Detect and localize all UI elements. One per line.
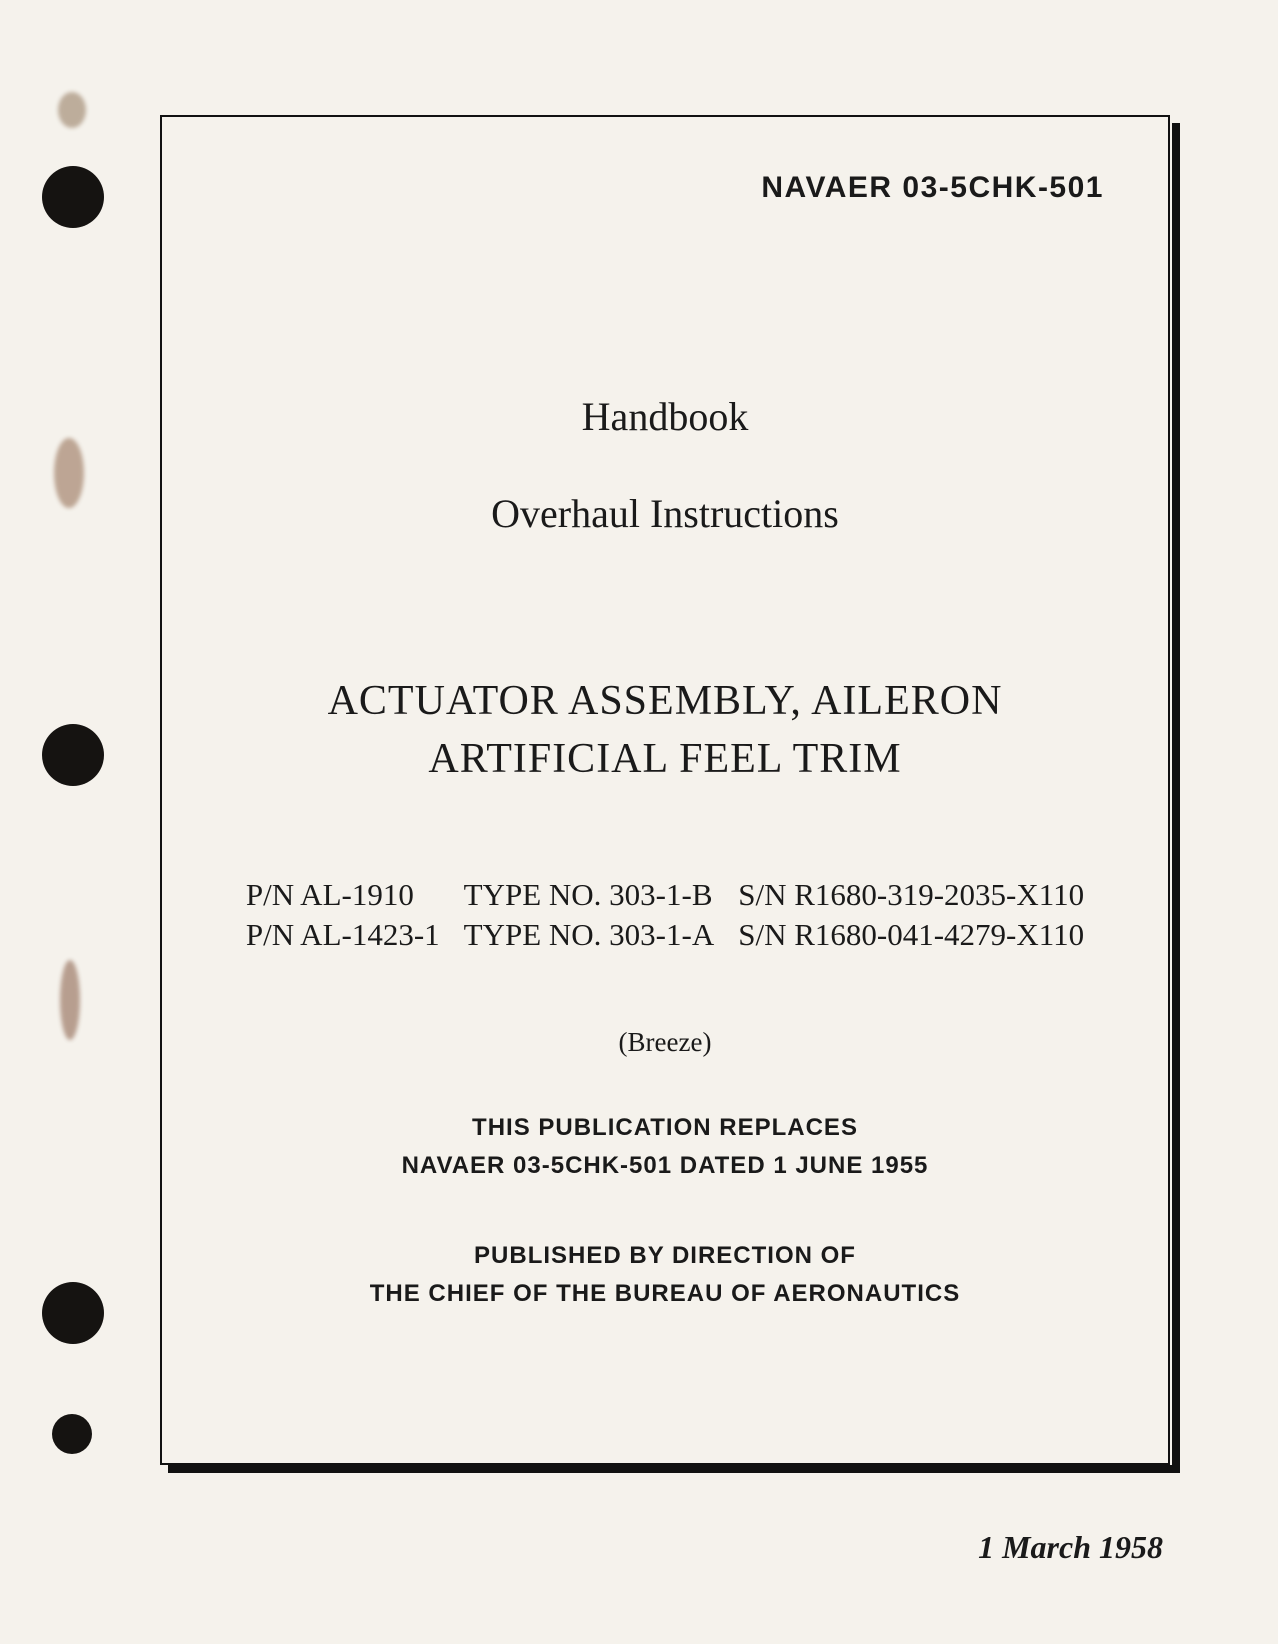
serial-number-cell: S/N R1680-319-2035-X110: [726, 875, 1096, 915]
main-title-line2: ARTIFICIAL FEEL TRIM: [218, 735, 1112, 783]
overhaul-instructions-label: Overhaul Instructions: [218, 490, 1112, 537]
parts-table: P/N AL-1910 TYPE NO. 303-1-B S/N R1680-3…: [234, 875, 1096, 955]
table-row: P/N AL-1423-1 TYPE NO. 303-1-A S/N R1680…: [234, 915, 1096, 955]
parts-block: P/N AL-1910 TYPE NO. 303-1-B S/N R1680-3…: [218, 875, 1112, 955]
title-frame-shadow-bottom: [168, 1465, 1180, 1473]
page: NAVAER 03-5CHK-501 Handbook Overhaul Ins…: [0, 0, 1278, 1644]
rust-smudge-icon: [60, 960, 80, 1040]
punch-hole-icon: [52, 1414, 92, 1454]
document-number: NAVAER 03-5CHK-501: [218, 171, 1112, 205]
punch-hole-icon: [42, 1282, 104, 1344]
published-line1: PUBLISHED BY DIRECTION OF: [218, 1242, 1112, 1270]
punch-hole-icon: [42, 724, 104, 786]
handbook-label: Handbook: [218, 393, 1112, 440]
serial-number-cell: S/N R1680-041-4279-X110: [726, 915, 1096, 955]
type-number-cell: TYPE NO. 303-1-A: [452, 915, 727, 955]
table-row: P/N AL-1910 TYPE NO. 303-1-B S/N R1680-3…: [234, 875, 1096, 915]
part-number-cell: P/N AL-1423-1: [234, 915, 452, 955]
content-area: NAVAER 03-5CHK-501 Handbook Overhaul Ins…: [160, 115, 1170, 1465]
punch-hole-icon: [42, 166, 104, 228]
rust-smudge-icon: [54, 438, 84, 508]
type-number-cell: TYPE NO. 303-1-B: [452, 875, 727, 915]
rust-smudge-icon: [58, 92, 86, 128]
replaces-line2: NAVAER 03-5CHK-501 DATED 1 JUNE 1955: [218, 1152, 1112, 1180]
publication-date: 1 March 1958: [978, 1529, 1163, 1566]
part-number-cell: P/N AL-1910: [234, 875, 452, 915]
published-line2: THE CHIEF OF THE BUREAU OF AERONAUTICS: [218, 1280, 1112, 1308]
replaces-line1: THIS PUBLICATION REPLACES: [218, 1114, 1112, 1142]
title-frame-shadow-right: [1172, 123, 1180, 1473]
manufacturer-label: (Breeze): [218, 1027, 1112, 1058]
main-title-line1: ACTUATOR ASSEMBLY, AILERON: [218, 677, 1112, 725]
